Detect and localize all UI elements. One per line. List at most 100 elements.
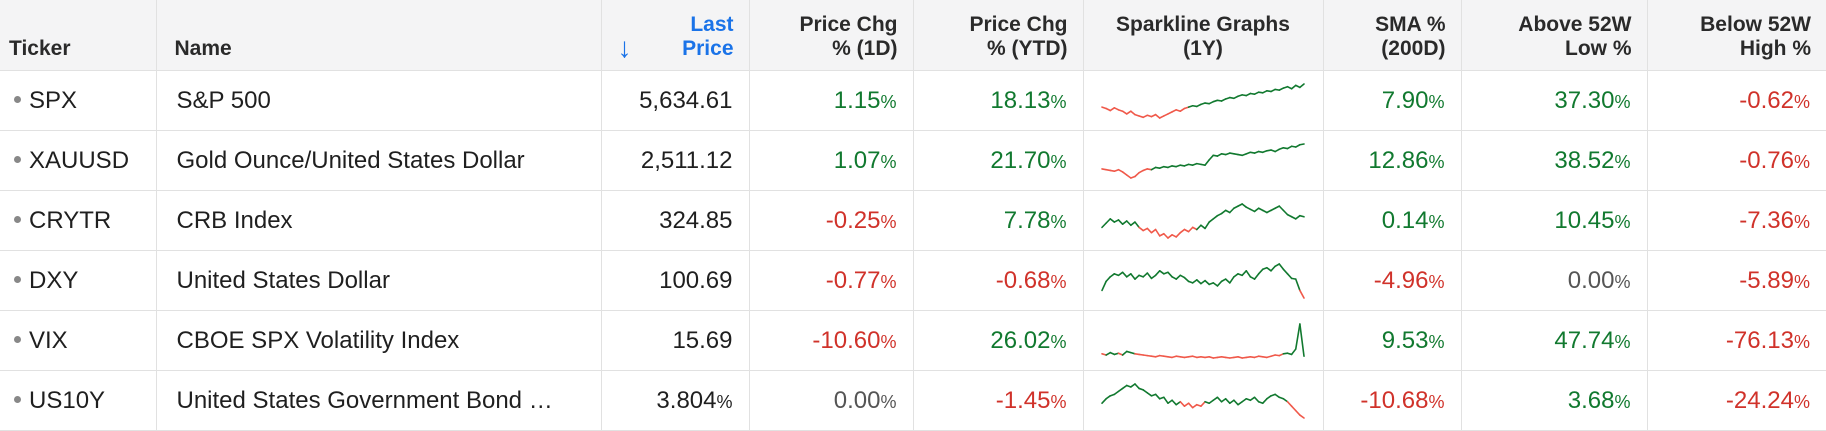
column-header-sparkline[interactable]: Sparkline Graphs (1Y) [1083,0,1324,71]
cell-value: -7.36 [1739,206,1794,234]
cell-value: 47.74 [1554,326,1615,354]
column-header-name[interactable]: Name [156,0,602,71]
sparkline-chart [1101,202,1305,239]
cell-value: -0.76 [1739,146,1794,174]
last-price-cell: 2,511.12 [601,130,750,191]
instrument-name: CBOE SPX Volatility Index [176,326,460,354]
ticker-symbol[interactable]: US10Y [29,386,106,414]
column-header-last-price[interactable]: ↓ Last Price [601,0,750,71]
percent-sign: % [1793,391,1810,412]
percent-sign: % [1793,91,1810,112]
sparkline-segment [1109,272,1116,278]
column-header-ticker[interactable]: Ticker [0,0,157,71]
cell-value: 2,511.12 [640,146,733,174]
table-row[interactable]: US10Y United States Government Bond … 3.80… [0,370,1826,431]
price-chg-ytd-cell: 21.70% [913,130,1084,191]
below-52w-high-cell: -7.36% [1647,190,1826,251]
sparkline-segment [1294,322,1301,350]
sparkline-segment [1274,393,1281,398]
sparkline-segment [1121,350,1128,356]
sparkline-segment [1175,400,1182,405]
column-header-label: Price Chg [969,13,1068,36]
name-cell: United States Government Bond … [156,370,602,431]
cell-value: 15.69 [672,326,733,354]
price-chg-ytd-cell: 7.78% [913,190,1084,251]
sparkline-segment [1191,278,1198,284]
table-row[interactable]: DXY United States Dollar 100.69 -0.77% -0.68… [0,250,1826,311]
cell-value: -1.45 [995,386,1051,414]
sparkline-cell [1083,310,1324,371]
ticker-symbol[interactable]: CRYTR [29,206,112,234]
cell-value: -10.68 [1360,386,1429,414]
cell-value: 38.52 [1554,146,1615,174]
ticker-cell[interactable]: XAUUSD [0,130,157,191]
percent-sign: % [1050,271,1067,292]
sparkline-segment [1282,209,1289,215]
sparkline-segment [1286,272,1293,279]
sparkline-segment [1101,280,1107,291]
ticker-cell[interactable]: VIX [0,310,157,371]
column-header-sma[interactable]: SMA % (200D) [1323,0,1462,71]
cell-value: -24.24 [1725,386,1794,414]
percent-sign: % [1050,211,1067,232]
sparkline-segment [1299,289,1305,299]
above-52w-low-cell: 10.45% [1461,190,1648,251]
sparkline-segment [1224,397,1231,404]
sparkline-cell [1083,370,1324,431]
sparkline-segment [1150,228,1157,233]
column-header-label: (1Y) [1183,37,1223,60]
table-row[interactable]: SPX S&P 500 5,634.61 1.15% 18.13% 7.90% 37.30%… [0,70,1826,131]
sparkline-segment [1200,223,1206,229]
sparkline-segment [1125,109,1132,115]
sparkline-segment [1167,398,1173,404]
sparkline-chart [1101,382,1305,419]
sparkline-segment [1299,322,1305,357]
price-chg-1d-cell: -0.77% [749,250,914,311]
percent-sign: % [1614,331,1631,352]
sparkline-segment [1175,274,1182,280]
ticker-symbol[interactable]: SPX [29,86,78,114]
cell-value: 1.15 [833,86,881,114]
ticker-symbol[interactable]: DXY [29,266,79,294]
last-price-cell: 3.804% [601,370,750,431]
column-header-above-52w-low[interactable]: Above 52W Low % [1461,0,1648,71]
column-header-label: % (YTD) [987,37,1068,60]
sparkline-segment [1204,158,1210,166]
table-row[interactable]: VIX CBOE SPX Volatility Index 15.69 -10.60%… [0,310,1826,371]
sparkline-segment [1146,391,1153,397]
percent-sign: % [1428,151,1445,172]
sparkline-segment [1204,279,1210,285]
sparkline-segment [1146,271,1153,279]
cell-value: 37.30 [1554,86,1615,114]
sparkline-segment [1228,275,1235,284]
column-header-price-chg-ytd[interactable]: Price Chg % (YTD) [913,0,1084,71]
price-chg-1d-cell: -0.25% [749,190,914,251]
column-header-label: % (1D) [832,37,898,60]
sparkline-segment [1187,401,1194,408]
sparkline-segment [1266,266,1272,272]
above-52w-low-cell: 47.74% [1461,310,1648,371]
ticker-symbol[interactable]: VIX [29,326,68,354]
ticker-symbol[interactable]: XAUUSD [29,146,130,174]
ticker-cell[interactable]: US10Y [0,370,157,431]
table-row[interactable]: XAUUSD Gold Ounce/United States Dollar 2,5… [0,130,1826,191]
ticker-cell[interactable]: CRYTR [0,190,157,251]
sparkline-cell [1083,190,1324,251]
name-cell: United States Dollar [156,250,602,311]
column-header-label: Above 52W [1518,13,1632,36]
sparkline-segment [1154,269,1161,276]
price-chg-1d-cell: 0.00% [749,370,914,431]
ticker-cell[interactable]: DXY [0,250,157,311]
sma-cell: -4.96% [1323,250,1462,311]
ticker-cell[interactable]: SPX [0,70,157,131]
percent-sign: % [1428,391,1445,412]
last-price-cell: 100.69 [601,250,750,311]
table-row[interactable]: CRYTR CRB Index 324.85 -0.25% 7.78% 0.14% 10.4… [0,190,1826,251]
column-header-below-52w-high[interactable]: Below 52W High % [1647,0,1826,71]
column-header-price-chg-1d[interactable]: Price Chg % (1D) [749,0,914,71]
name-cell: S&P 500 [156,70,602,131]
price-chg-ytd-cell: 18.13% [913,70,1084,131]
percent-sign: % [880,91,897,112]
sparkline-segment [1154,113,1161,119]
